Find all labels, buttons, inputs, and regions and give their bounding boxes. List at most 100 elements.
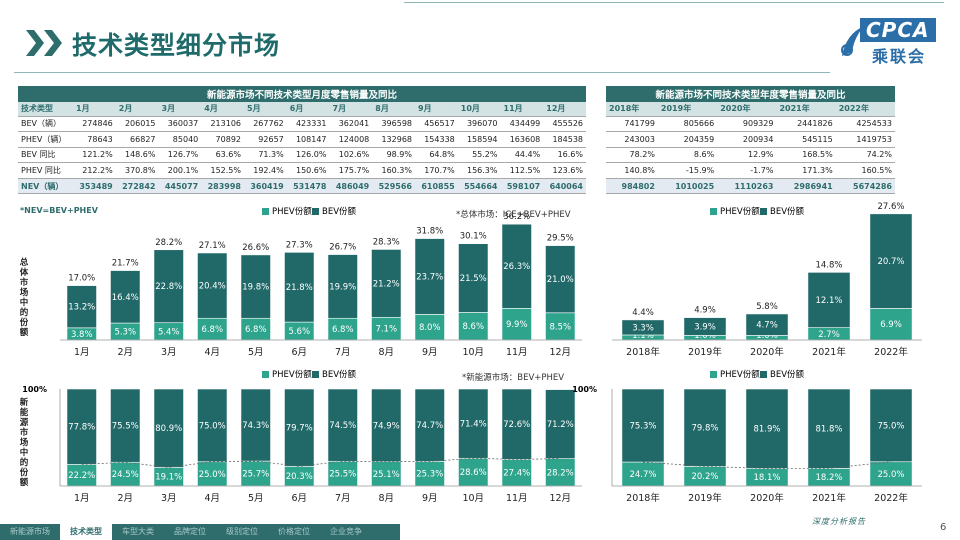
data-label: 20.4% <box>199 282 226 292</box>
data-label: 28.2% <box>547 468 574 478</box>
x-tick-label: 2022年 <box>874 492 908 504</box>
bar-segment <box>197 461 228 487</box>
table-cell: 360037 <box>158 116 202 133</box>
table-cell: 70892 <box>201 131 244 148</box>
table-cell: 121.2% <box>73 147 116 164</box>
table-cell: 200934 <box>717 131 777 148</box>
nav-item[interactable]: 新能源市场 <box>10 527 50 536</box>
legend-label: BEV份额 <box>770 369 805 380</box>
table-caption: 新能源市场不同技术类型月度零售销量及同比 <box>18 86 586 102</box>
data-label: 74.9% <box>373 421 400 431</box>
bar-segment <box>327 460 358 487</box>
table-cell: 78643 <box>73 131 116 148</box>
table-cell: 16.6% <box>543 147 586 164</box>
table-cell: 63.6% <box>201 147 244 164</box>
nav-item[interactable]: 价格定位 <box>278 527 310 536</box>
row-label: PHEV（辆） <box>18 131 73 148</box>
table-cell: 204359 <box>657 131 718 148</box>
x-tick-label: 6月 <box>291 347 307 358</box>
data-label: 71.2% <box>547 420 574 430</box>
section-nav: 新能源市场 技术类型 车型大类 品牌定位 级别定位 价格定位 企业竞争 <box>0 524 400 540</box>
x-tick-label: 2018年 <box>626 492 660 504</box>
data-label: 1.1% <box>632 331 654 341</box>
annual-sales-table: 新能源市场不同技术类型年度零售销量及同比 2018年 2019年 2020年 2021年… <box>606 86 895 195</box>
table-header-row: 2018年 2019年 2020年 2021年 2022年 <box>606 102 895 117</box>
table-cell: 108147 <box>286 131 330 148</box>
x-tick-label: 7月 <box>335 347 351 358</box>
column-header: 2021年 <box>776 102 836 117</box>
table-row: 140.8% -15.9% -1.7% 171.3% 160.5% <box>606 162 895 179</box>
x-tick-label: 9月 <box>422 347 438 358</box>
bar-segment <box>66 285 97 329</box>
bar-segment <box>621 388 665 463</box>
total-label: 4.4% <box>632 308 654 318</box>
x-tick-label: 1月 <box>74 347 90 358</box>
bar-segment <box>869 388 913 463</box>
data-label: 4.7% <box>756 321 778 331</box>
bar-segment <box>545 458 576 487</box>
table-cell: 554664 <box>457 178 501 195</box>
table-cell: 206015 <box>115 116 159 133</box>
table-cell: 123.6% <box>543 162 586 179</box>
table-cell: 445077 <box>158 178 202 195</box>
legend-swatch <box>312 208 319 215</box>
total-label: 14.8% <box>815 260 842 270</box>
nev-formula-note: *NEV=BEV+PHEV <box>20 206 98 215</box>
total-label: 30.1% <box>460 232 487 242</box>
table-cell: 148.6% <box>115 147 159 164</box>
nav-item[interactable]: 品牌定位 <box>174 527 206 536</box>
table-cell: 434499 <box>500 116 544 133</box>
table-cell: 12.9% <box>717 147 777 164</box>
column-header: 3月 <box>158 102 202 117</box>
table-cell: 112.5% <box>500 162 544 179</box>
bar-segment <box>371 461 402 487</box>
x-tick-label: 2月 <box>117 493 133 504</box>
table-cell: 640064 <box>543 178 586 195</box>
cpca-logo: CPCA 乘联会 <box>838 18 944 66</box>
bar-segment <box>371 388 402 462</box>
bar-segment <box>501 388 532 460</box>
nav-item[interactable]: 企业竞争 <box>330 527 362 536</box>
table-row: BEV 同比 121.2% 148.6% 126.7% 63.6% 71.3% 126.0%… <box>18 147 586 164</box>
bar-segment <box>621 319 665 336</box>
legend-swatch <box>312 371 319 378</box>
logo-text-cpca: CPCA <box>860 18 936 42</box>
bar-segment <box>197 252 228 319</box>
nav-item[interactable]: 车型大类 <box>122 527 154 536</box>
x-tick-label: 3月 <box>161 493 177 504</box>
bar-segment <box>284 252 315 323</box>
table-cell: 1110263 <box>717 178 777 195</box>
legend-label: PHEV份额 <box>272 369 312 380</box>
data-label: 3.9% <box>694 323 716 333</box>
table-cell: -1.7% <box>717 162 777 179</box>
bar-segment <box>458 312 489 341</box>
x-tick-label: 7月 <box>335 493 351 504</box>
x-tick-label: 6月 <box>291 493 307 504</box>
table-cell: 85040 <box>158 131 202 148</box>
table-cell: 168.5% <box>776 147 836 164</box>
data-label: 75.5% <box>112 422 139 432</box>
table-cell: 175.7% <box>329 162 373 179</box>
x-tick-label: 2020年 <box>750 492 784 504</box>
bar-segment <box>683 388 727 467</box>
table-cell: 610855 <box>415 178 458 195</box>
data-label: 16.4% <box>112 293 139 303</box>
total-label: 31.8% <box>416 227 443 237</box>
cpca-bird-icon <box>841 26 864 56</box>
table-row: 78.2% 8.6% 12.9% 168.5% 74.2% <box>606 147 895 164</box>
table-cell: 274846 <box>73 116 116 133</box>
data-label: 3.8% <box>71 330 93 340</box>
bar-segment <box>545 245 576 314</box>
table-cell: 360419 <box>244 178 287 195</box>
nav-item[interactable]: 技术类型 <box>60 524 112 540</box>
x-tick-label: 10月 <box>462 493 484 504</box>
table-cell: 64.8% <box>415 147 458 164</box>
table-cell: 71.3% <box>244 147 287 164</box>
bar-segment <box>240 388 271 462</box>
nav-item[interactable]: 级别定位 <box>226 527 258 536</box>
monthly-sales-table: 新能源市场不同技术类型月度零售销量及同比 技术类型 1月 2月 3月 4月 5月 6月 7月 8月… <box>18 86 586 195</box>
total-label: 21.7% <box>112 259 139 269</box>
data-label: 2.7% <box>818 330 840 340</box>
data-label: 25.5% <box>329 470 356 480</box>
